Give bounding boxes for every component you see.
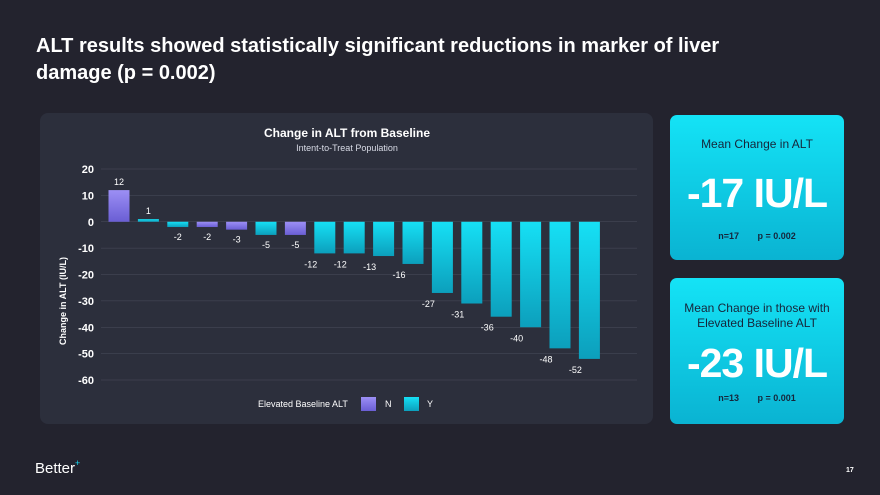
bar-3 <box>167 221 189 228</box>
bar-11 <box>402 221 424 264</box>
mean-change-card: Mean Change in ALT -17 IU/L n=17 p = 0.0… <box>670 115 844 260</box>
data-label: -13 <box>363 262 376 272</box>
y-tick-label: -60 <box>78 375 94 387</box>
mean-change-p: p = 0.002 <box>757 231 796 241</box>
page-number: 17 <box>846 467 854 474</box>
bar-9 <box>343 221 365 254</box>
data-label: -12 <box>304 259 317 269</box>
bar-16 <box>549 221 571 349</box>
bar-14 <box>490 221 512 317</box>
elevated-baseline-card: Mean Change in those with Elevated Basel… <box>670 278 844 424</box>
data-label: -52 <box>569 365 582 375</box>
chart-title: Change in ALT from Baseline <box>264 126 430 140</box>
brand-logo: Better+ <box>35 458 81 477</box>
legend-title: Elevated Baseline ALT <box>258 399 348 409</box>
legend-swatch-n <box>361 397 376 411</box>
data-label: -31 <box>451 310 464 320</box>
y-axis-label: Change in ALT (IU/L) <box>58 257 68 345</box>
brand-logo-text: Better <box>35 460 76 477</box>
legend-swatch-y <box>404 397 419 411</box>
data-label: -5 <box>262 240 270 250</box>
bar-12 <box>431 221 453 293</box>
mean-change-stats: n=17 p = 0.002 <box>670 231 844 241</box>
legend-label-n: N <box>385 399 392 409</box>
data-label: -27 <box>422 299 435 309</box>
elevated-baseline-value: -23 IU/L <box>686 340 828 386</box>
data-label: 1 <box>146 206 151 216</box>
elevated-baseline-n: n=13 <box>718 393 739 403</box>
chart-panel: Change in ALT from Baseline Intent-to-Tr… <box>40 113 653 424</box>
data-label: -5 <box>291 240 299 250</box>
bar-17 <box>578 221 600 359</box>
elevated-baseline-stats: n=13 p = 0.001 <box>670 393 844 403</box>
legend-label-y: Y <box>427 399 433 409</box>
y-tick-label: 0 <box>88 217 94 229</box>
y-tick-label: -50 <box>78 349 94 361</box>
brand-logo-mark: + <box>75 458 81 468</box>
alt-change-bar-chart: Change in ALT from Baseline Intent-to-Tr… <box>58 126 637 411</box>
y-tick-label: 10 <box>82 190 94 202</box>
bar-2 <box>137 219 159 222</box>
y-tick-label: -30 <box>78 296 94 308</box>
bar-1 <box>108 190 130 222</box>
elevated-baseline-p: p = 0.001 <box>757 393 796 403</box>
data-label: -40 <box>510 333 523 343</box>
data-label: -12 <box>334 259 347 269</box>
bar-13 <box>461 221 483 304</box>
y-tick-label: -10 <box>78 243 94 255</box>
data-label: -2 <box>203 232 211 242</box>
bar-4 <box>196 221 218 228</box>
data-label: -36 <box>481 323 494 333</box>
bar-7 <box>284 221 306 235</box>
bar-5 <box>226 221 248 230</box>
data-label: -3 <box>233 235 241 245</box>
mean-change-value: -17 IU/L <box>686 170 828 216</box>
data-label: -16 <box>392 270 405 280</box>
data-label: -2 <box>174 232 182 242</box>
y-tick-label: -20 <box>78 270 94 282</box>
chart-subtitle: Intent-to-Treat Population <box>296 143 398 153</box>
data-label: -48 <box>539 354 552 364</box>
bar-15 <box>520 221 542 328</box>
y-tick-label: 20 <box>82 164 94 176</box>
data-label: 12 <box>114 177 124 187</box>
mean-change-n: n=17 <box>718 231 739 241</box>
bar-10 <box>373 221 395 257</box>
bar-8 <box>314 221 336 254</box>
elevated-baseline-label: Mean Change in those with Elevated Basel… <box>684 301 830 330</box>
slide-title: ALT results showed statistically signifi… <box>36 35 720 84</box>
bar-6 <box>255 221 277 235</box>
y-tick-label: -40 <box>78 322 94 334</box>
mean-change-label: Mean Change in ALT <box>701 137 813 151</box>
